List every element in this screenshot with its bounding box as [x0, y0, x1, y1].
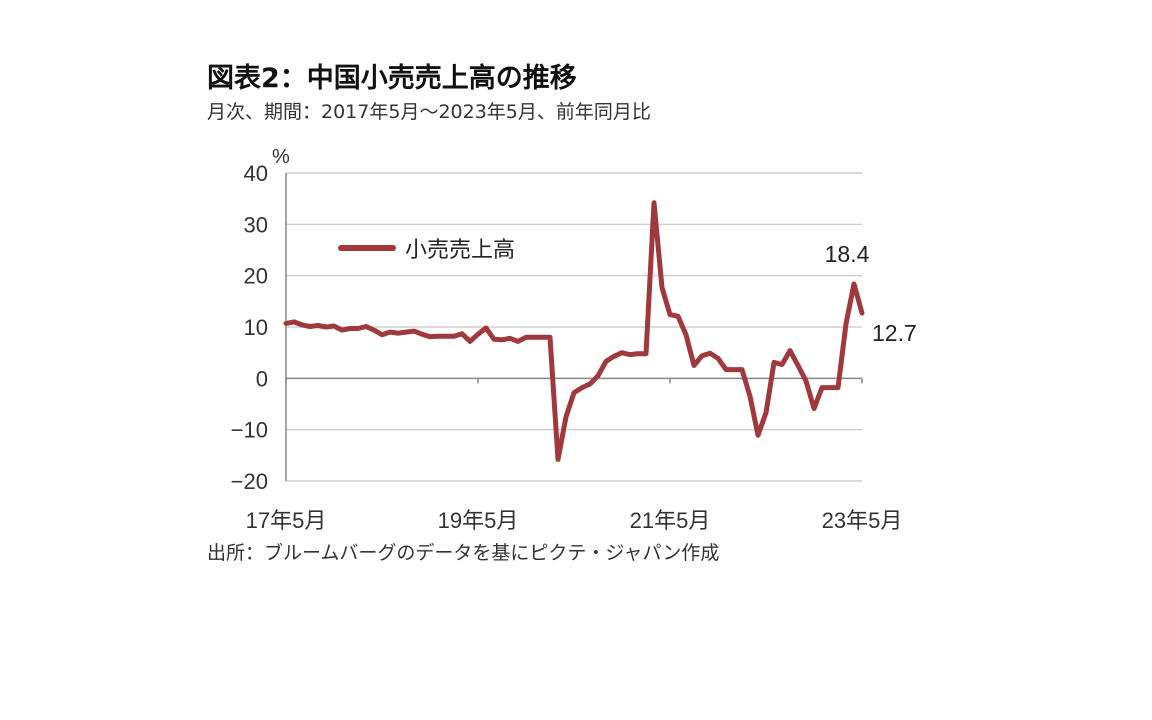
data-point — [741, 369, 743, 371]
data-point — [749, 396, 751, 398]
page-title: 図表2：中国小売売上高の推移 — [207, 63, 577, 94]
grid-layer — [286, 172, 862, 482]
data-point — [685, 334, 687, 336]
data-point — [461, 333, 463, 335]
data-point — [389, 331, 391, 333]
x-tick-label: 21年5月 — [630, 508, 711, 533]
y-tick-label: 0 — [256, 366, 268, 391]
data-point — [613, 355, 615, 357]
data-point — [301, 324, 303, 326]
annotation-peak: 18.4 — [825, 241, 870, 267]
data-point — [765, 412, 767, 414]
data-point — [349, 328, 351, 330]
data-point — [829, 387, 831, 389]
data-point — [637, 353, 639, 355]
x-tick-label: 17年5月 — [246, 508, 327, 533]
y-tick-label: 10 — [244, 315, 268, 340]
data-point — [325, 326, 327, 328]
data-point — [469, 341, 471, 343]
data-point — [837, 387, 839, 389]
data-point — [405, 331, 407, 333]
data-point — [517, 341, 519, 343]
data-point — [437, 335, 439, 337]
data-point — [485, 327, 487, 329]
data-point — [789, 350, 791, 352]
data-point — [669, 314, 671, 316]
data-point — [597, 375, 599, 377]
data-point — [725, 369, 727, 371]
data-point — [813, 408, 815, 410]
label-layer: −20 −10 0 10 20 30 40% 17年5月 19年5月 21年5月 23年5月 18.4… — [231, 146, 917, 533]
y-tick-label: 40 — [244, 161, 268, 186]
data-point — [365, 326, 367, 328]
y-tick-label: −20 — [231, 469, 268, 494]
series-layer — [283, 200, 865, 462]
data-point — [309, 326, 311, 328]
data-point — [557, 459, 559, 461]
data-point — [757, 435, 759, 437]
data-point — [645, 353, 647, 355]
data-point — [805, 380, 807, 382]
data-point — [821, 387, 823, 389]
data-point — [589, 383, 591, 385]
data-point — [861, 312, 863, 314]
data-point — [357, 328, 359, 330]
data-point — [605, 361, 607, 363]
data-point — [477, 333, 479, 335]
data-point — [709, 352, 711, 354]
data-point — [373, 329, 375, 331]
legend-label: 小売売上高 — [405, 238, 515, 263]
data-point — [501, 339, 503, 341]
data-point — [533, 336, 535, 338]
x-tick-label: 23年5月 — [822, 508, 903, 533]
data-point — [733, 369, 735, 371]
axis-layer — [285, 173, 863, 481]
data-point — [565, 416, 567, 418]
data-point — [661, 287, 663, 289]
data-point — [445, 335, 447, 337]
data-point — [581, 387, 583, 389]
source-note: 出所：ブルームバーグのデータを基にピクテ・ジャパン作成 — [207, 542, 720, 564]
data-point — [453, 335, 455, 337]
data-point — [429, 336, 431, 338]
data-point — [853, 283, 855, 285]
x-tick-label: 19年5月 — [438, 508, 519, 533]
data-point — [285, 323, 287, 325]
data-point — [717, 358, 719, 360]
data-point — [621, 352, 623, 354]
data-point — [541, 336, 543, 338]
series-line — [283, 200, 865, 462]
data-point — [653, 202, 655, 204]
data-point — [629, 354, 631, 356]
data-point — [293, 321, 295, 323]
data-point — [693, 365, 695, 367]
y-tick-label: −10 — [231, 418, 268, 443]
y-tick-label: 20 — [244, 264, 268, 289]
data-point — [381, 334, 383, 336]
data-point — [677, 315, 679, 317]
y-unit-label: % — [272, 146, 290, 168]
data-point — [317, 325, 319, 327]
data-point — [573, 392, 575, 394]
data-point — [781, 364, 783, 366]
data-point — [797, 365, 799, 367]
data-point — [701, 355, 703, 357]
data-point — [397, 332, 399, 334]
data-point — [549, 336, 551, 338]
y-tick-label: 30 — [244, 212, 268, 237]
annotation-latest: 12.7 — [872, 320, 917, 346]
data-point — [341, 329, 343, 331]
data-point — [773, 362, 775, 364]
page-subtitle: 月次、期間：2017年5月～2023年5月、前年同月比 — [207, 101, 651, 123]
data-point — [509, 337, 511, 339]
data-point — [421, 333, 423, 335]
data-point — [413, 330, 415, 332]
data-point — [525, 336, 527, 338]
data-point — [493, 339, 495, 341]
data-point — [845, 323, 847, 325]
data-point — [333, 325, 335, 327]
chart-legend: 小売売上高 — [338, 238, 515, 263]
